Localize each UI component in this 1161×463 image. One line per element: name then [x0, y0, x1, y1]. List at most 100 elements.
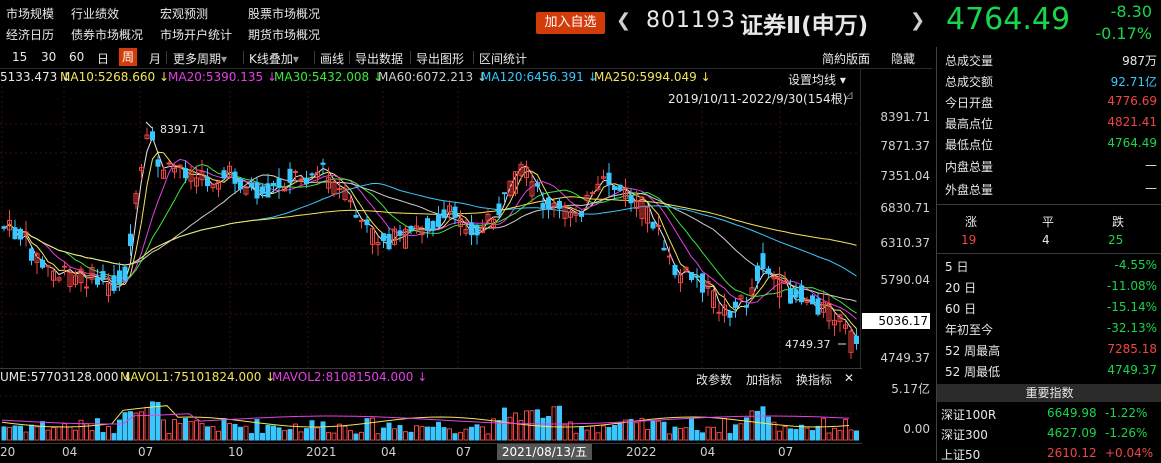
volume-bar [650, 420, 656, 441]
kline-chart: 8391.71 4749.37 [0, 86, 860, 368]
volume-bar [436, 421, 441, 441]
candle-body [276, 178, 282, 188]
x-axis-label: 20 [0, 445, 16, 459]
candle-body [562, 205, 568, 219]
period-15min[interactable]: 15 [12, 50, 28, 64]
next-arrow-icon[interactable]: ❯ [910, 10, 926, 31]
more-periods-dropdown[interactable]: 更多周期▾ [173, 50, 227, 67]
index-row[interactable]: 深证100R 6649.98 -1.22% [941, 403, 1159, 423]
nav-macro-forecast[interactable]: 宏观预测 [160, 7, 209, 21]
volume-bar [408, 431, 414, 441]
candle-body [23, 231, 29, 236]
period-day[interactable]: 日 [97, 52, 110, 66]
candle-body [177, 164, 183, 169]
candle-body [111, 275, 117, 291]
edit-params-button[interactable]: 改参数 [696, 373, 733, 387]
candle-body [232, 171, 238, 184]
index-row[interactable]: 深证300 4627.09 -1.26% [941, 423, 1159, 443]
candle-body [793, 289, 799, 298]
nav-futures-market-overview[interactable]: 期货市场概况 [248, 28, 321, 42]
volume-bar [480, 426, 485, 441]
switch-indicator-button[interactable]: 换指标 [796, 373, 833, 387]
volume-legend: UME:57703128.000 ↓ MAVOL1:75101824.000 ↓… [0, 370, 700, 386]
volume-bar [623, 419, 628, 441]
candle-body [656, 225, 661, 228]
candle-body [249, 183, 254, 188]
price-axis-line [860, 68, 861, 368]
close-icon[interactable]: ✕ [844, 371, 855, 385]
add-to-watchlist-button[interactable]: 加入自选 [536, 12, 605, 34]
ma-line [3, 158, 857, 320]
quote-row-amount: 总成交额 92.71亿 [945, 70, 1157, 90]
volume-bar [128, 411, 133, 441]
volume-bar [183, 418, 188, 441]
candle-body [183, 168, 188, 179]
prev-arrow-icon[interactable]: ❮ [616, 10, 632, 31]
candle-body [348, 199, 353, 203]
kline-overlay-label: K线叠加 [249, 52, 293, 66]
nav-economic-calendar[interactable]: 经济日历 [6, 28, 55, 42]
candle-body [777, 276, 782, 298]
candle-body [331, 181, 337, 195]
volume-bar [782, 425, 788, 441]
add-indicator-button[interactable]: 加指标 [746, 373, 783, 387]
compact-layout-button[interactable]: 简約版面 [822, 52, 871, 66]
volume-bar [304, 428, 309, 441]
candle-body [243, 186, 249, 195]
period-month[interactable]: 月 [149, 52, 162, 66]
draw-line-button[interactable]: 画线 [320, 52, 345, 66]
ma-line [3, 163, 857, 314]
toolbar-divider [349, 51, 350, 64]
candle-body [210, 183, 216, 189]
index-row[interactable]: 上证50 2610.12 +0.04% [941, 443, 1159, 463]
mavol1-legend: MAVOL1:75101824.000 ↓ [120, 370, 276, 384]
pin-icon[interactable]: ⊿ [844, 88, 855, 102]
candle-body [623, 187, 628, 199]
candle-body [62, 265, 67, 268]
candle-body [573, 212, 579, 216]
volume-bar [628, 418, 634, 441]
header-bar: 市场规模 行业绩效 宏观预测 股票市场概况 经济日历 债券市场概况 市场开户统计… [0, 0, 1161, 45]
candle-body [375, 242, 381, 246]
nav-market-scale[interactable]: 市场规模 [6, 7, 55, 21]
nav-stock-market-overview[interactable]: 股票市场概况 [248, 7, 321, 21]
volume-bar [73, 429, 78, 441]
volume-bar [34, 426, 40, 441]
volume-bar [799, 424, 804, 441]
nav-bond-market-overview[interactable]: 债券市场概况 [71, 28, 144, 42]
candle-body [749, 287, 755, 297]
period-60min[interactable]: 60 [69, 50, 85, 64]
index-change: +0.04% [1105, 446, 1154, 460]
candle-body [551, 202, 557, 207]
volume-bar [106, 425, 111, 441]
52wk-high-row: 52 周最高 7285.18 [945, 339, 1157, 359]
candle-body [441, 209, 447, 219]
nav-industry-performance[interactable]: 行业绩效 [71, 7, 120, 21]
toolbar-divider [166, 51, 167, 64]
quote-value: — [1145, 158, 1157, 172]
export-chart-button[interactable]: 导出图形 [416, 52, 465, 66]
period-week[interactable]: 周 [119, 48, 138, 66]
nav-account-opening-stats[interactable]: 市场开户统计 [160, 28, 233, 42]
kline-overlay-dropdown[interactable]: K线叠加▾ [249, 50, 299, 67]
volume-bar [249, 433, 254, 441]
candle-body [326, 177, 331, 189]
volume-bar [282, 430, 287, 441]
candle-body [260, 186, 265, 195]
volume-bar [95, 418, 100, 441]
candle-body [370, 228, 375, 245]
candle-body [1, 226, 7, 229]
period-30min[interactable]: 30 [41, 50, 57, 64]
quote-value: 4776.69 [1107, 94, 1157, 108]
index-change: -1.22% [1105, 406, 1148, 420]
index-change: -1.26% [1105, 426, 1148, 440]
hide-button[interactable]: 隐藏 [891, 52, 916, 66]
volume-bar [606, 427, 612, 441]
export-data-button[interactable]: 导出数据 [355, 52, 404, 66]
volume-bar [656, 420, 661, 441]
toolbar-divider [314, 51, 315, 64]
volume-bar [342, 425, 348, 441]
last-price: 4764.49 [946, 2, 1071, 37]
range-stats-button[interactable]: 区间统计 [479, 52, 528, 66]
ma-settings-dropdown[interactable]: 设置均线 ▾ [788, 73, 846, 87]
